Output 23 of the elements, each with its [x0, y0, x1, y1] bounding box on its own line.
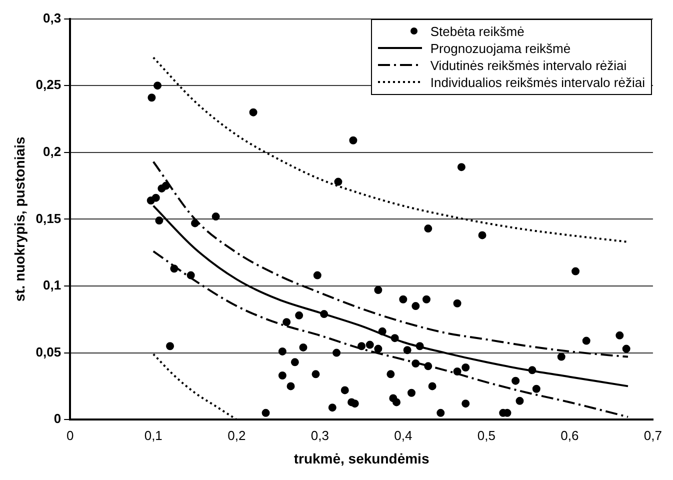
line-series — [152, 160, 629, 358]
x-tick-label: 0,1 — [144, 428, 162, 443]
y-tick-label: 0,2 — [43, 144, 62, 159]
legend-label: Stebėta reikšmė — [430, 22, 524, 40]
legend-label: Prognozuojama reikšmė — [430, 40, 571, 57]
x-tick-label: 0,3 — [310, 428, 329, 443]
x-tick-label: 0,7 — [644, 428, 662, 443]
x-tick-label: 0,5 — [477, 428, 496, 443]
line-series — [152, 204, 629, 388]
legend-label: Vidutinės reikšmės intervalo rėžiai — [430, 56, 627, 74]
x-tick-label: 0,2 — [228, 428, 246, 443]
y-tick-label: 0,3 — [43, 10, 62, 26]
y-tick-label: 0,15 — [36, 210, 62, 226]
x-tick-label: 0 — [66, 428, 74, 443]
legend-label: Individualios reikšmės intervalo rėžiai — [430, 74, 645, 91]
x-axis-title: trukmė, sekundėmis — [294, 450, 430, 466]
y-tick-label: 0,25 — [36, 77, 62, 92]
x-tick-label: 0,6 — [560, 428, 579, 443]
y-axis-title: st. nuokrypis, pustoniais — [11, 136, 28, 302]
y-tick-label: 0 — [54, 411, 62, 426]
x-tick-label: 0,4 — [394, 428, 412, 443]
y-tick-label: 0,05 — [36, 344, 62, 360]
y-tick-label: 0,1 — [43, 278, 62, 293]
